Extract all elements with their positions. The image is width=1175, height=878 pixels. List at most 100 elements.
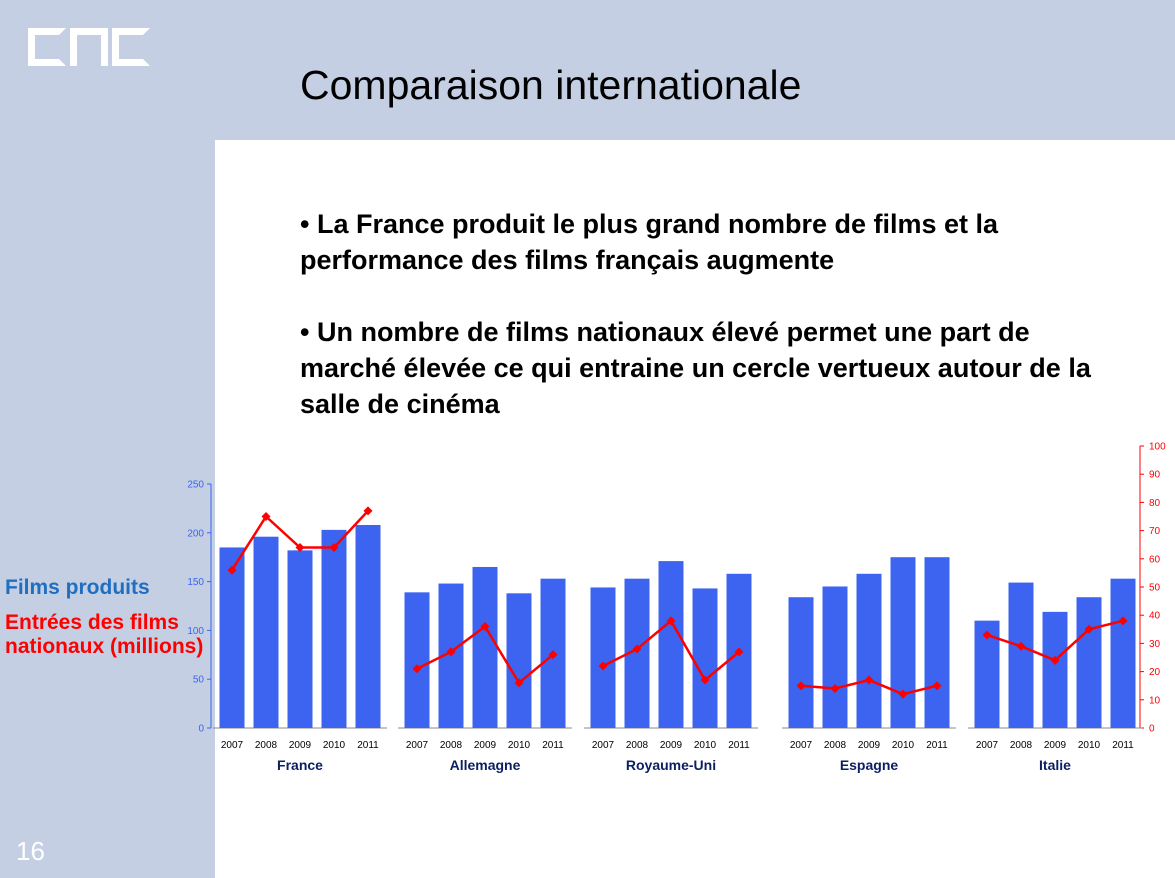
logo-letter-c — [28, 28, 66, 66]
x-tick-label-year: 2007 — [592, 740, 615, 751]
point-entrees — [261, 512, 271, 521]
group-label-country: Italie — [1039, 757, 1071, 773]
x-tick-label-year: 2007 — [790, 740, 813, 751]
point-entrees — [700, 675, 710, 685]
group-label-country: Espagne — [840, 757, 899, 773]
bar-films-produits — [1042, 611, 1068, 728]
right-axis-tick-label: 60 — [1149, 554, 1161, 565]
bar-films-produits — [1076, 597, 1102, 728]
left-axis-tick-label: 50 — [193, 675, 205, 686]
cnc-logo — [28, 28, 150, 68]
bar-films-produits — [590, 587, 616, 728]
point-entrees — [1050, 655, 1060, 665]
x-tick-label-year: 2007 — [406, 740, 429, 751]
bar-films-produits — [321, 529, 347, 728]
x-tick-label-year: 2011 — [357, 740, 379, 751]
x-tick-label-year: 2011 — [728, 740, 750, 751]
left-axis-tick-label: 150 — [187, 577, 204, 588]
bar-films-produits — [472, 566, 498, 728]
point-entrees — [632, 644, 642, 654]
bar-films-produits — [692, 588, 718, 728]
x-tick-label-year: 2011 — [1112, 740, 1134, 751]
x-tick-label-year: 2011 — [926, 740, 948, 751]
right-axis-tick-label: 20 — [1149, 667, 1161, 678]
bar-films-produits — [1110, 578, 1136, 728]
group-label-country: Allemagne — [450, 757, 521, 773]
x-tick-label-year: 2010 — [694, 740, 717, 751]
legend-entrees-films-nationaux: Entrées des films nationaux (millions) — [5, 611, 204, 658]
right-axis-tick-label: 40 — [1149, 611, 1161, 622]
legend-films-produits: Films produits — [5, 576, 150, 599]
point-entrees — [864, 675, 874, 685]
point-entrees — [598, 661, 608, 671]
bar-films-produits — [253, 536, 279, 728]
right-axis-tick-label: 50 — [1149, 583, 1161, 594]
bar-films-produits — [404, 592, 430, 728]
page-number: 16 — [16, 836, 45, 866]
point-entrees — [480, 621, 490, 631]
left-axis-tick-label: 250 — [187, 480, 204, 491]
right-axis-tick-label: 10 — [1149, 695, 1161, 706]
x-tick-label-year: 2009 — [858, 740, 881, 751]
point-entrees — [1016, 641, 1026, 651]
bar-films-produits — [506, 593, 532, 728]
point-entrees — [796, 681, 806, 691]
bar-films-produits — [890, 557, 916, 728]
right-axis-tick-label: 30 — [1149, 639, 1161, 650]
point-entrees — [666, 616, 676, 626]
x-tick-label-year: 2008 — [824, 740, 847, 751]
point-entrees — [514, 678, 524, 688]
x-tick-label-year: 2009 — [1044, 740, 1067, 751]
x-tick-label-year: 2010 — [508, 740, 531, 751]
right-axis-tick-label: 90 — [1149, 470, 1161, 481]
bar-films-produits — [822, 586, 848, 728]
point-entrees — [982, 630, 992, 640]
left-axis-tick-label: 200 — [187, 528, 204, 539]
x-tick-label-year: 2008 — [626, 740, 649, 751]
left-axis-tick-label: 100 — [187, 626, 204, 637]
right-axis-tick-label: 80 — [1149, 498, 1161, 509]
point-entrees — [898, 689, 908, 699]
bullet-list: • La France produit le plus grand nombre… — [300, 206, 1120, 458]
logo-letter-n — [70, 28, 108, 66]
x-tick-label-year: 2009 — [289, 740, 312, 751]
bar-films-produits — [219, 547, 245, 728]
point-entrees — [446, 647, 456, 657]
x-tick-label-year: 2011 — [542, 740, 564, 751]
chart-legend: Films produits Entrées des films nationa… — [5, 576, 205, 659]
point-entrees — [734, 647, 744, 657]
logo-letter-c2 — [112, 28, 150, 66]
right-axis-tick-label: 0 — [1149, 724, 1155, 735]
bullet-1: • La France produit le plus grand nombre… — [300, 209, 999, 275]
x-tick-label-year: 2008 — [440, 740, 463, 751]
point-entrees — [363, 506, 373, 516]
right-axis-tick-label: 70 — [1149, 526, 1161, 537]
point-entrees — [1118, 616, 1128, 626]
x-tick-label-year: 2010 — [1078, 740, 1101, 751]
point-entrees — [548, 650, 558, 660]
point-entrees — [295, 543, 305, 553]
point-entrees — [830, 684, 840, 694]
content-panel — [215, 140, 1175, 878]
left-axis-tick-label: 0 — [198, 724, 204, 735]
point-entrees — [1084, 624, 1094, 634]
bar-films-produits — [924, 557, 950, 728]
x-tick-label-year: 2008 — [255, 740, 278, 751]
point-entrees — [329, 543, 339, 553]
point-entrees — [932, 681, 942, 691]
bar-films-produits — [1008, 582, 1034, 728]
group-label-country: France — [277, 757, 323, 773]
bar-films-produits — [658, 561, 684, 728]
bar-films-produits — [355, 524, 381, 728]
right-axis-tick-label: 100 — [1149, 442, 1166, 453]
bar-films-produits — [856, 573, 882, 728]
bar-films-produits — [287, 550, 313, 728]
x-tick-label-year: 2010 — [892, 740, 915, 751]
x-tick-label-year: 2009 — [474, 740, 497, 751]
group-label-country: Royaume-Uni — [626, 757, 716, 773]
x-tick-label-year: 2007 — [221, 740, 244, 751]
bar-films-produits — [788, 597, 814, 728]
bullet-2: • Un nombre de films nationaux élevé per… — [300, 317, 1091, 419]
x-tick-label-year: 2009 — [660, 740, 683, 751]
